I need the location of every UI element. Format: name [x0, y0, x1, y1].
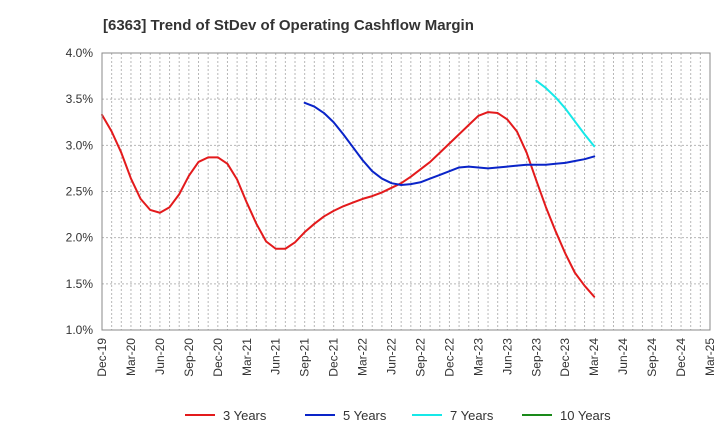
y-tick-label: 4.0% — [66, 46, 94, 60]
legend-label: 5 Years — [343, 408, 387, 423]
legend-label: 7 Years — [450, 408, 494, 423]
x-tick-label: Dec-21 — [327, 338, 341, 377]
x-tick-label: Mar-23 — [471, 338, 485, 376]
y-tick-label: 2.0% — [66, 231, 94, 245]
x-tick-label: Sep-24 — [645, 338, 659, 377]
plot-border — [101, 52, 711, 331]
y-tick-label: 3.5% — [66, 92, 94, 106]
x-tick-label: Sep-20 — [182, 338, 196, 377]
series-lines — [101, 79, 596, 298]
series-line-5-years — [303, 101, 596, 187]
series-line-3-years — [101, 111, 596, 298]
x-axis: Dec-19 Mar-20 Jun-20 Sep-20 Dec-20 Mar-21 Jun-… — [95, 338, 717, 377]
y-axis: 1.0% 1.5% 2.0% 2.5% 3.0% 3.5% 4.0% — [66, 46, 94, 337]
x-tick-label: Sep-23 — [529, 338, 543, 377]
legend-label: 3 Years — [223, 408, 267, 423]
x-tick-label: Dec-20 — [211, 338, 225, 377]
x-tick-label: Jun-24 — [616, 338, 630, 375]
y-tick-label: 1.5% — [66, 277, 94, 291]
legend-label: 10 Years — [560, 408, 611, 423]
x-tick-label: Dec-23 — [558, 338, 572, 377]
x-tick-label: Mar-20 — [124, 338, 138, 376]
y-tick-label: 1.0% — [66, 323, 94, 337]
x-tick-label: Mar-21 — [240, 338, 254, 376]
x-tick-label: Mar-22 — [356, 338, 370, 376]
series-line-7-years — [535, 79, 596, 148]
x-tick-label: Mar-24 — [587, 338, 601, 376]
x-tick-label: Dec-22 — [442, 338, 456, 377]
x-tick-label: Mar-25 — [703, 338, 717, 376]
legend: 3 Years 5 Years 7 Years 10 Years — [185, 408, 611, 423]
x-tick-label: Jun-21 — [269, 338, 283, 375]
x-tick-label: Jun-22 — [385, 338, 399, 375]
x-tick-label: Dec-19 — [95, 338, 109, 377]
x-tick-label: Dec-24 — [674, 338, 688, 377]
x-tick-label: Sep-22 — [413, 338, 427, 377]
x-tick-label: Jun-20 — [153, 338, 167, 375]
x-tick-label: Sep-21 — [298, 338, 312, 377]
x-tick-label: Jun-23 — [500, 338, 514, 375]
y-tick-label: 2.5% — [66, 185, 94, 199]
chart-title: [6363] Trend of StDev of Operating Cashf… — [103, 17, 474, 34]
y-tick-label: 3.0% — [66, 138, 94, 152]
